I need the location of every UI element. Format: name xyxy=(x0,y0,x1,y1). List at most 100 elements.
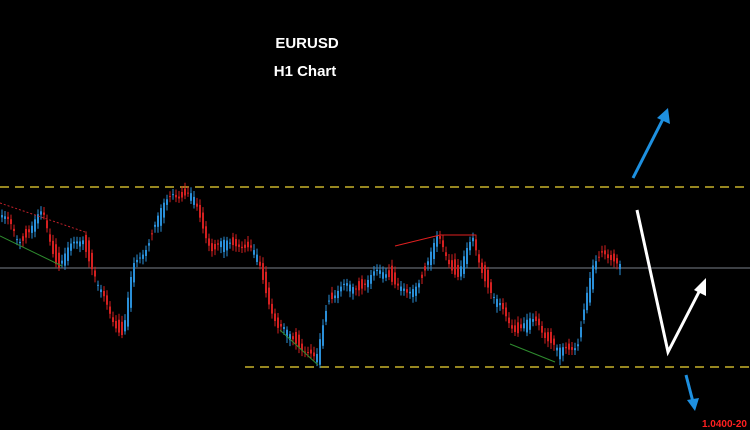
candle-part xyxy=(481,262,483,273)
arrow-down xyxy=(684,374,695,403)
candle-part xyxy=(58,252,60,268)
candle-part xyxy=(538,318,540,326)
candle-part xyxy=(559,347,561,360)
candle-part xyxy=(151,233,153,235)
candle-part xyxy=(109,306,111,314)
candle-part xyxy=(487,270,489,288)
candle-part xyxy=(10,219,12,225)
candle-part xyxy=(409,291,411,294)
candle-part xyxy=(496,298,498,307)
candle-part xyxy=(598,256,600,258)
candle-part xyxy=(424,266,426,271)
candle-part xyxy=(511,325,513,329)
candle-part xyxy=(433,242,435,259)
candle-part xyxy=(532,319,534,322)
candle-part xyxy=(589,278,591,303)
candle-part xyxy=(457,264,459,277)
candle-part xyxy=(388,270,390,278)
candle-part xyxy=(523,323,525,329)
trendline xyxy=(0,235,63,267)
candle-part xyxy=(472,237,474,242)
candle-part xyxy=(28,229,30,233)
candle-part xyxy=(343,283,345,285)
candle-part xyxy=(613,253,615,262)
candle-part xyxy=(121,321,123,335)
candle-part xyxy=(214,243,216,250)
candle-part xyxy=(304,351,306,353)
candle-part xyxy=(400,286,402,291)
candle-part xyxy=(370,274,372,284)
candle-part xyxy=(493,296,495,298)
candle-part xyxy=(583,309,585,321)
candle-part xyxy=(124,320,126,332)
candle-part xyxy=(274,313,276,322)
candle-part xyxy=(94,270,96,277)
candle-part xyxy=(478,254,480,263)
candle-part xyxy=(607,254,609,259)
candle-part xyxy=(310,349,312,354)
candle-part xyxy=(382,272,384,279)
candle-part xyxy=(52,240,54,254)
candle-part xyxy=(157,215,159,227)
candle-part xyxy=(262,263,264,280)
candle-part xyxy=(445,252,447,257)
candle-part xyxy=(199,204,201,218)
candle-part xyxy=(265,271,267,294)
candle-part xyxy=(25,229,27,238)
symbol-title: EURUSD xyxy=(275,35,339,52)
candle-part xyxy=(172,194,174,196)
candle-part xyxy=(322,325,324,346)
candle-part xyxy=(373,271,375,276)
candle-part xyxy=(133,263,135,283)
candle-part xyxy=(427,261,429,265)
candle-part xyxy=(454,259,456,275)
candle-part xyxy=(301,343,303,351)
candle-part xyxy=(178,196,180,199)
candle-part xyxy=(577,344,579,347)
candle-part xyxy=(418,283,420,288)
candle-part xyxy=(193,196,195,205)
candle-part xyxy=(421,274,423,278)
trendline xyxy=(394,234,476,247)
candle-part xyxy=(103,290,105,297)
candle-part xyxy=(211,243,213,252)
candle-part xyxy=(349,284,351,292)
candle-part xyxy=(229,242,231,244)
candle-part xyxy=(325,310,327,322)
candle-part xyxy=(91,252,93,270)
candle-part xyxy=(217,243,219,245)
candle-part xyxy=(502,303,504,310)
candle-part xyxy=(112,317,114,323)
candle-part xyxy=(535,316,537,321)
candle-part xyxy=(79,241,81,247)
candle-part xyxy=(136,259,138,263)
candle-part xyxy=(289,334,291,341)
candle-part xyxy=(586,292,588,311)
candle-part xyxy=(499,302,501,306)
candle-part xyxy=(565,346,567,349)
trendlines xyxy=(0,202,556,366)
candle-part xyxy=(256,254,258,262)
candle-part xyxy=(580,327,582,338)
arrow-projection xyxy=(635,209,703,357)
candle-part xyxy=(484,265,486,282)
candle-part xyxy=(118,319,120,333)
candle-part xyxy=(37,214,39,224)
candle-part xyxy=(436,236,438,247)
candle-part xyxy=(601,251,603,253)
candle-part xyxy=(190,193,192,201)
candle-part xyxy=(367,279,369,288)
candle-part xyxy=(43,212,45,215)
trendline xyxy=(279,329,319,366)
trendline xyxy=(0,202,86,233)
candle-part xyxy=(448,259,450,265)
candle-part xyxy=(346,283,348,286)
candle-part xyxy=(4,216,6,219)
candle-part xyxy=(394,272,396,285)
candle-part xyxy=(508,317,510,324)
candle-part xyxy=(541,325,543,333)
candle-part xyxy=(442,240,444,248)
candle-part xyxy=(463,256,465,274)
